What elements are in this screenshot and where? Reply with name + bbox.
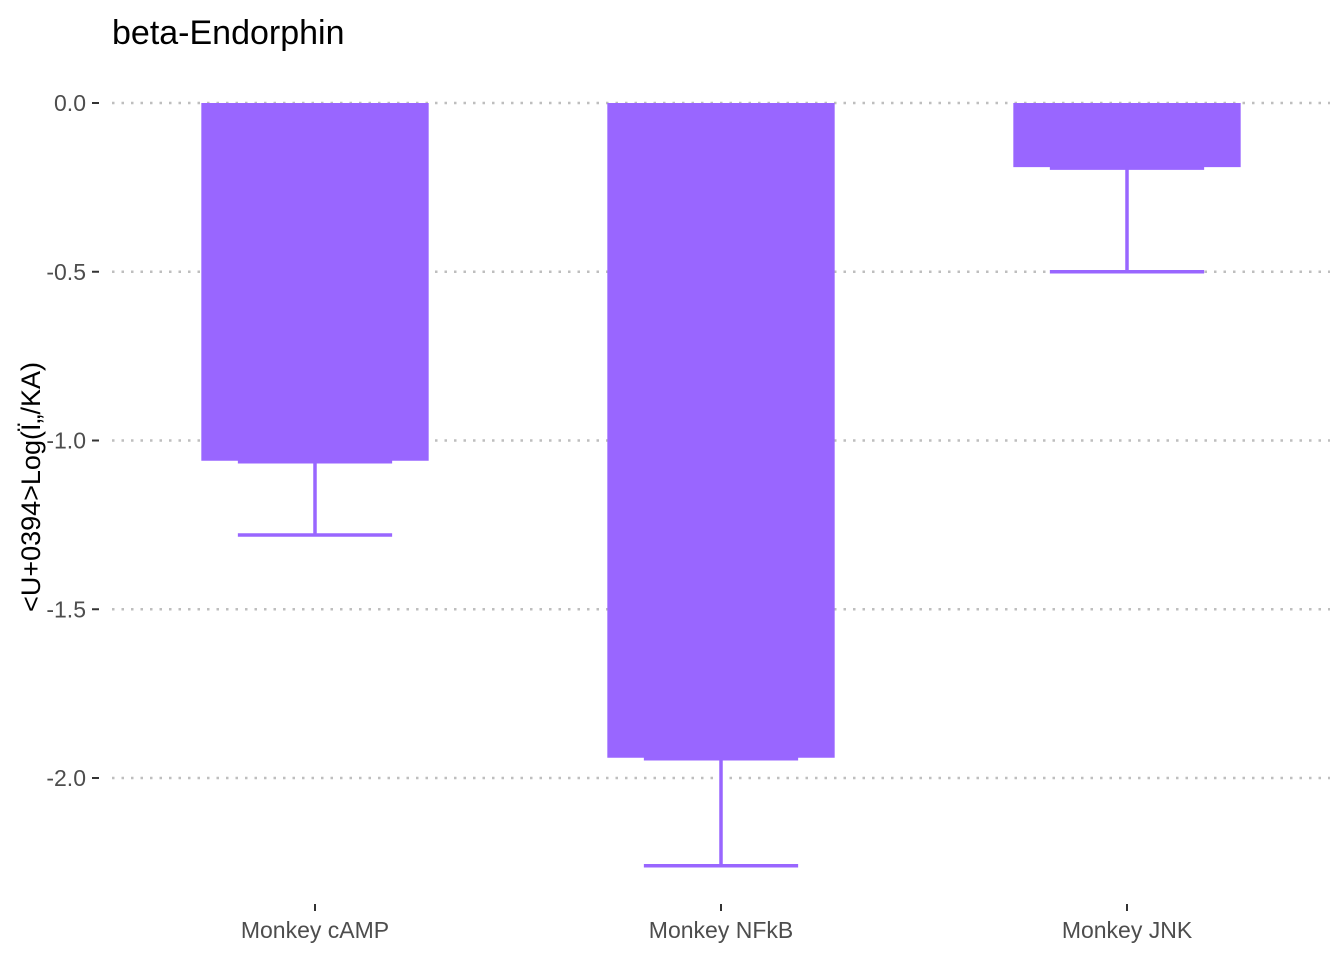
bar [1013,103,1241,168]
x-tick-label: Monkey cAMP [241,917,389,943]
bar [201,103,429,461]
bars [201,103,1241,758]
bar [607,103,835,758]
error-bars [237,166,1205,868]
x-tick-label: Monkey NFkB [649,917,793,943]
y-axis-ticks: 0.0 -0.5 -1.0 -1.5 -2.0 [46,90,99,791]
x-axis-ticks: Monkey cAMP Monkey NFkB Monkey JNK [241,904,1193,943]
chart-title: beta-Endorphin [112,14,345,52]
x-tick-label: Monkey JNK [1062,917,1193,943]
y-tick-label: -1.0 [46,428,86,454]
y-axis-title: <U+0394>Log(Ï„/KA) [16,362,46,612]
y-tick-label: -2.0 [46,765,86,791]
y-tick-label: -1.5 [46,596,86,622]
y-tick-label: 0.0 [54,90,86,116]
y-tick-label: -0.5 [46,259,86,285]
